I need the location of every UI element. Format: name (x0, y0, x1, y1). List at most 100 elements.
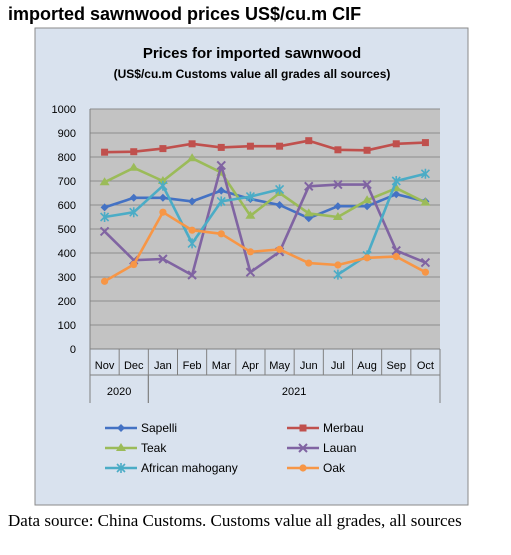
data-point (130, 148, 138, 156)
data-point (101, 148, 109, 156)
series-african-mahogany (100, 168, 430, 280)
x-tick-label: May (269, 360, 290, 372)
legend-marker (116, 443, 126, 451)
series-line (104, 139, 426, 154)
data-point (421, 268, 430, 276)
x-tick-label: Dec (124, 360, 144, 372)
data-point (362, 179, 372, 190)
y-tick-label: 300 (58, 272, 76, 284)
data-point (99, 177, 110, 186)
price-chart: Prices for imported sawnwood (US$/cu.m C… (34, 27, 469, 506)
data-point (392, 140, 400, 148)
year-group-label: 2020 (107, 386, 131, 398)
data-point (188, 140, 196, 148)
data-point (363, 146, 371, 154)
data-point (275, 184, 285, 195)
data-point (188, 197, 197, 206)
data-point (420, 168, 430, 179)
data-point (392, 253, 400, 261)
data-point (187, 153, 198, 162)
legend-item: Oak (287, 461, 346, 475)
data-point (334, 146, 342, 154)
x-tick-label: Jul (331, 360, 345, 372)
y-tick-label: 400 (58, 248, 76, 260)
data-point (391, 245, 401, 256)
gridlines (90, 108, 440, 326)
legend-label: Lauan (323, 441, 356, 455)
legend-item: Merbau (287, 421, 364, 435)
data-point (276, 142, 284, 150)
chart-title: Prices for imported sawnwood (143, 45, 361, 62)
x-tick-label: Aug (357, 360, 377, 372)
legend-label: Sapelli (141, 421, 177, 435)
data-point (275, 201, 284, 209)
data-point (391, 176, 401, 186)
data-point (333, 179, 343, 190)
data-point (188, 226, 196, 234)
page-heading: imported sawnwood prices US$/cu.m CIF (8, 4, 362, 24)
legend-item: Sapelli (105, 421, 177, 435)
data-point (100, 212, 110, 222)
data-point (129, 207, 139, 218)
x-tick-label: Feb (183, 360, 202, 372)
legend-item: Lauan (287, 441, 356, 455)
data-point (217, 186, 226, 195)
data-point (217, 230, 225, 238)
data-point (420, 257, 431, 268)
data-point (158, 254, 168, 264)
data-point (129, 193, 138, 202)
x-tick-label: Oct (417, 360, 434, 372)
y-tick-label: 600 (58, 200, 76, 212)
x-tick-label: Jan (154, 360, 172, 372)
data-point (304, 181, 314, 191)
legend-marker (298, 443, 308, 453)
y-tick-label: 500 (58, 224, 76, 236)
data-point (99, 226, 110, 237)
x-tick-label: Sep (386, 360, 406, 372)
legend-label: African mahogany (141, 461, 238, 475)
data-point (187, 270, 197, 280)
series-lines (99, 137, 431, 285)
data-point (159, 208, 167, 216)
data-point (275, 245, 284, 253)
data-point (332, 212, 343, 220)
legend-item: African mahogany (105, 461, 238, 475)
source-note: Data source: China Customs. Customs valu… (8, 511, 462, 530)
legend-label: Oak (323, 461, 346, 475)
data-point (159, 145, 167, 153)
data-point (333, 202, 342, 211)
legend-label: Teak (141, 441, 167, 455)
data-point (363, 202, 372, 211)
series-line (104, 189, 426, 220)
data-point (187, 238, 197, 249)
data-point (217, 143, 225, 151)
series-sapelli (100, 186, 430, 223)
y-tick-label: 100 (58, 320, 76, 332)
data-point (420, 197, 431, 206)
data-point (392, 190, 401, 199)
data-point (128, 162, 139, 171)
chart-subtitle: (US$/cu.m Customs value all grades all s… (114, 67, 391, 81)
data-point (245, 210, 256, 219)
legend-marker (299, 464, 307, 472)
y-tick-label: 1000 (52, 104, 76, 116)
x-tick-label: Nov (95, 360, 115, 372)
y-tick-label: 900 (58, 128, 76, 140)
legend-label: Merbau (323, 421, 364, 435)
data-point (130, 260, 138, 269)
data-point (100, 203, 109, 212)
data-point (245, 267, 256, 277)
data-point (363, 254, 371, 262)
x-tick-label: Jun (300, 360, 318, 372)
year-group-label: 2021 (282, 386, 306, 398)
data-point (334, 261, 342, 269)
y-tick-label: 800 (58, 152, 76, 164)
data-point (305, 259, 313, 267)
data-point (421, 139, 429, 147)
data-point (333, 269, 343, 280)
data-point (158, 193, 167, 202)
legend-marker (299, 424, 307, 432)
series-merbau (101, 137, 429, 156)
y-tick-label: 700 (58, 176, 76, 188)
data-point (100, 277, 109, 285)
